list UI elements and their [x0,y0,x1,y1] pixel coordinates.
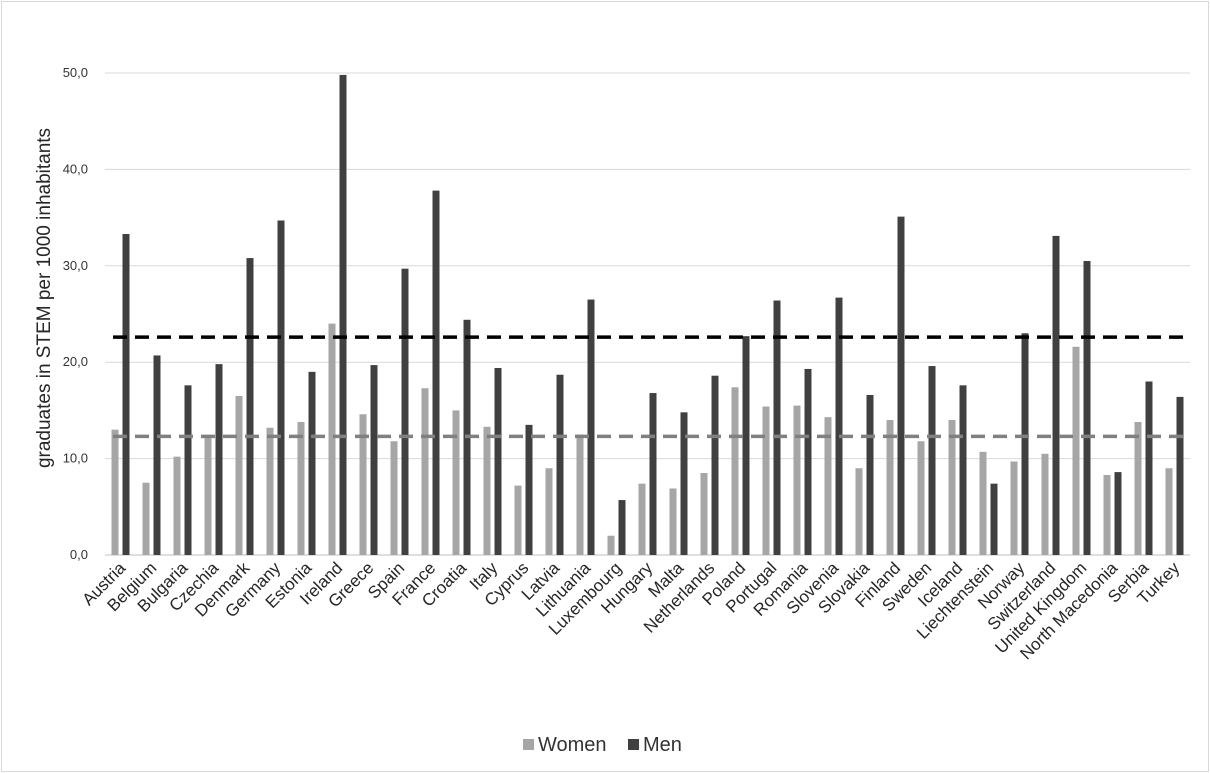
legend-label-women: Women [538,734,607,756]
bar-women-luxembourg [607,535,615,555]
bar-women-romania [793,405,801,555]
y-tick-label: 50,0 [63,65,88,80]
bar-women-italy [483,426,491,555]
bar-women-norway [1010,461,1018,555]
bar-men-lithuania [587,299,595,555]
bar-men-austria [122,233,130,555]
bar-women-belgium [142,482,150,555]
reference-lines [113,335,1188,439]
bar-women-greece [359,414,367,555]
bar-men-italy [494,367,502,555]
legend: Women Men [523,734,682,756]
bar-men-spain [401,268,409,555]
bar-women-turkey [1165,468,1173,555]
gridlines [105,72,1190,556]
bar-men-liechtenstein [990,483,998,555]
bar-women-switzerland [1041,453,1049,555]
bar-women-czechia [204,436,212,555]
bar-men-netherlands [711,375,719,555]
bar-men-greece [370,365,378,555]
bars [111,74,1184,556]
bar-women-slovenia [824,417,832,555]
bar-men-portugal [773,300,781,555]
bar-men-germany [277,220,285,555]
bar-men-czechia [215,364,223,555]
y-tick-label: 40,0 [63,161,88,176]
bar-men-malta [680,412,688,555]
bar-men-north-macedonia [1114,472,1122,555]
bar-men-ireland [339,74,347,555]
y-tick-label: 0,0 [70,547,88,562]
bar-men-iceland [959,385,967,555]
bar-women-liechtenstein [979,451,987,555]
bar-men-hungary [649,393,657,555]
bar-women-austria [111,429,119,555]
x-axis-categories: AustriaBelgiumBulgariaCzechiaDenmarkGerm… [78,558,1183,663]
bar-women-finland [886,420,894,555]
bar-men-estonia [308,371,316,555]
bar-women-spain [390,441,398,555]
bar-men-france [432,190,440,555]
bar-men-luxembourg [618,500,626,555]
bar-women-estonia [297,421,305,555]
bar-women-netherlands [700,473,708,555]
bar-men-switzerland [1052,235,1060,555]
bar-women-lithuania [576,434,584,555]
bar-men-latvia [556,374,564,555]
bar-men-poland [742,336,750,555]
bar-women-sweden [917,441,925,555]
legend-swatch-men [628,739,639,750]
bar-men-norway [1021,333,1029,555]
bar-men-denmark [246,258,254,555]
bar-men-finland [897,216,905,556]
y-axis-title: graduates in STEM per 1000 inhabitants [34,128,55,468]
bar-men-turkey [1176,396,1184,555]
bar-men-slovakia [866,394,874,555]
bar-men-belgium [153,355,161,555]
bar-women-poland [731,387,739,555]
bar-women-germany [266,427,274,555]
bar-women-iceland [948,420,956,555]
legend-swatch-women [523,739,534,750]
bar-women-north-macedonia [1103,474,1111,555]
bar-men-slovenia [835,297,843,555]
y-tick-label: 10,0 [63,451,88,466]
bar-women-hungary [638,483,646,555]
bar-men-united-kingdom [1083,260,1091,555]
bar-women-denmark [235,395,243,555]
bar-women-united-kingdom [1072,346,1080,555]
bar-women-ireland [328,323,336,555]
y-tick-label: 30,0 [63,258,88,273]
bar-women-serbia [1134,421,1142,555]
bar-men-cyprus [525,424,533,555]
bar-women-france [421,388,429,555]
y-axis-ticks: 0,0 10,0 20,0 30,0 40,0 50,0 [63,65,88,562]
bar-women-slovakia [855,468,863,555]
y-tick-label: 20,0 [63,354,88,369]
bar-men-serbia [1145,381,1153,555]
bar-women-latvia [545,468,553,555]
legend-label-men: Men [643,734,682,756]
bar-women-portugal [762,406,770,555]
bar-women-bulgaria [173,456,181,555]
bar-women-malta [669,488,677,555]
bar-men-bulgaria [184,385,192,555]
bar-men-sweden [928,366,936,555]
bar-women-cyprus [514,485,522,555]
bar-women-croatia [452,410,460,555]
bar-men-romania [804,368,812,555]
